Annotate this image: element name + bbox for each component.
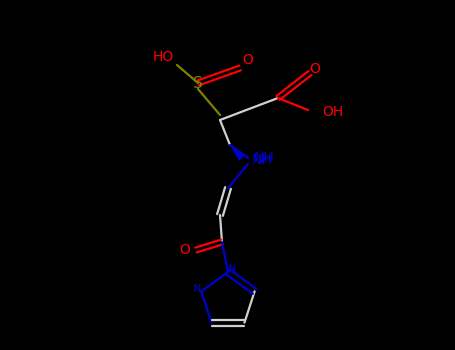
Text: N: N	[193, 284, 202, 294]
Text: O: O	[243, 53, 253, 67]
Text: NH: NH	[254, 151, 275, 165]
Text: OH: OH	[322, 105, 343, 119]
Text: HO: HO	[152, 50, 174, 64]
Text: S: S	[193, 76, 203, 91]
Text: O: O	[309, 62, 320, 76]
Text: N: N	[228, 264, 236, 274]
Polygon shape	[230, 145, 245, 161]
Text: O: O	[179, 243, 190, 257]
Text: NH: NH	[252, 153, 273, 167]
